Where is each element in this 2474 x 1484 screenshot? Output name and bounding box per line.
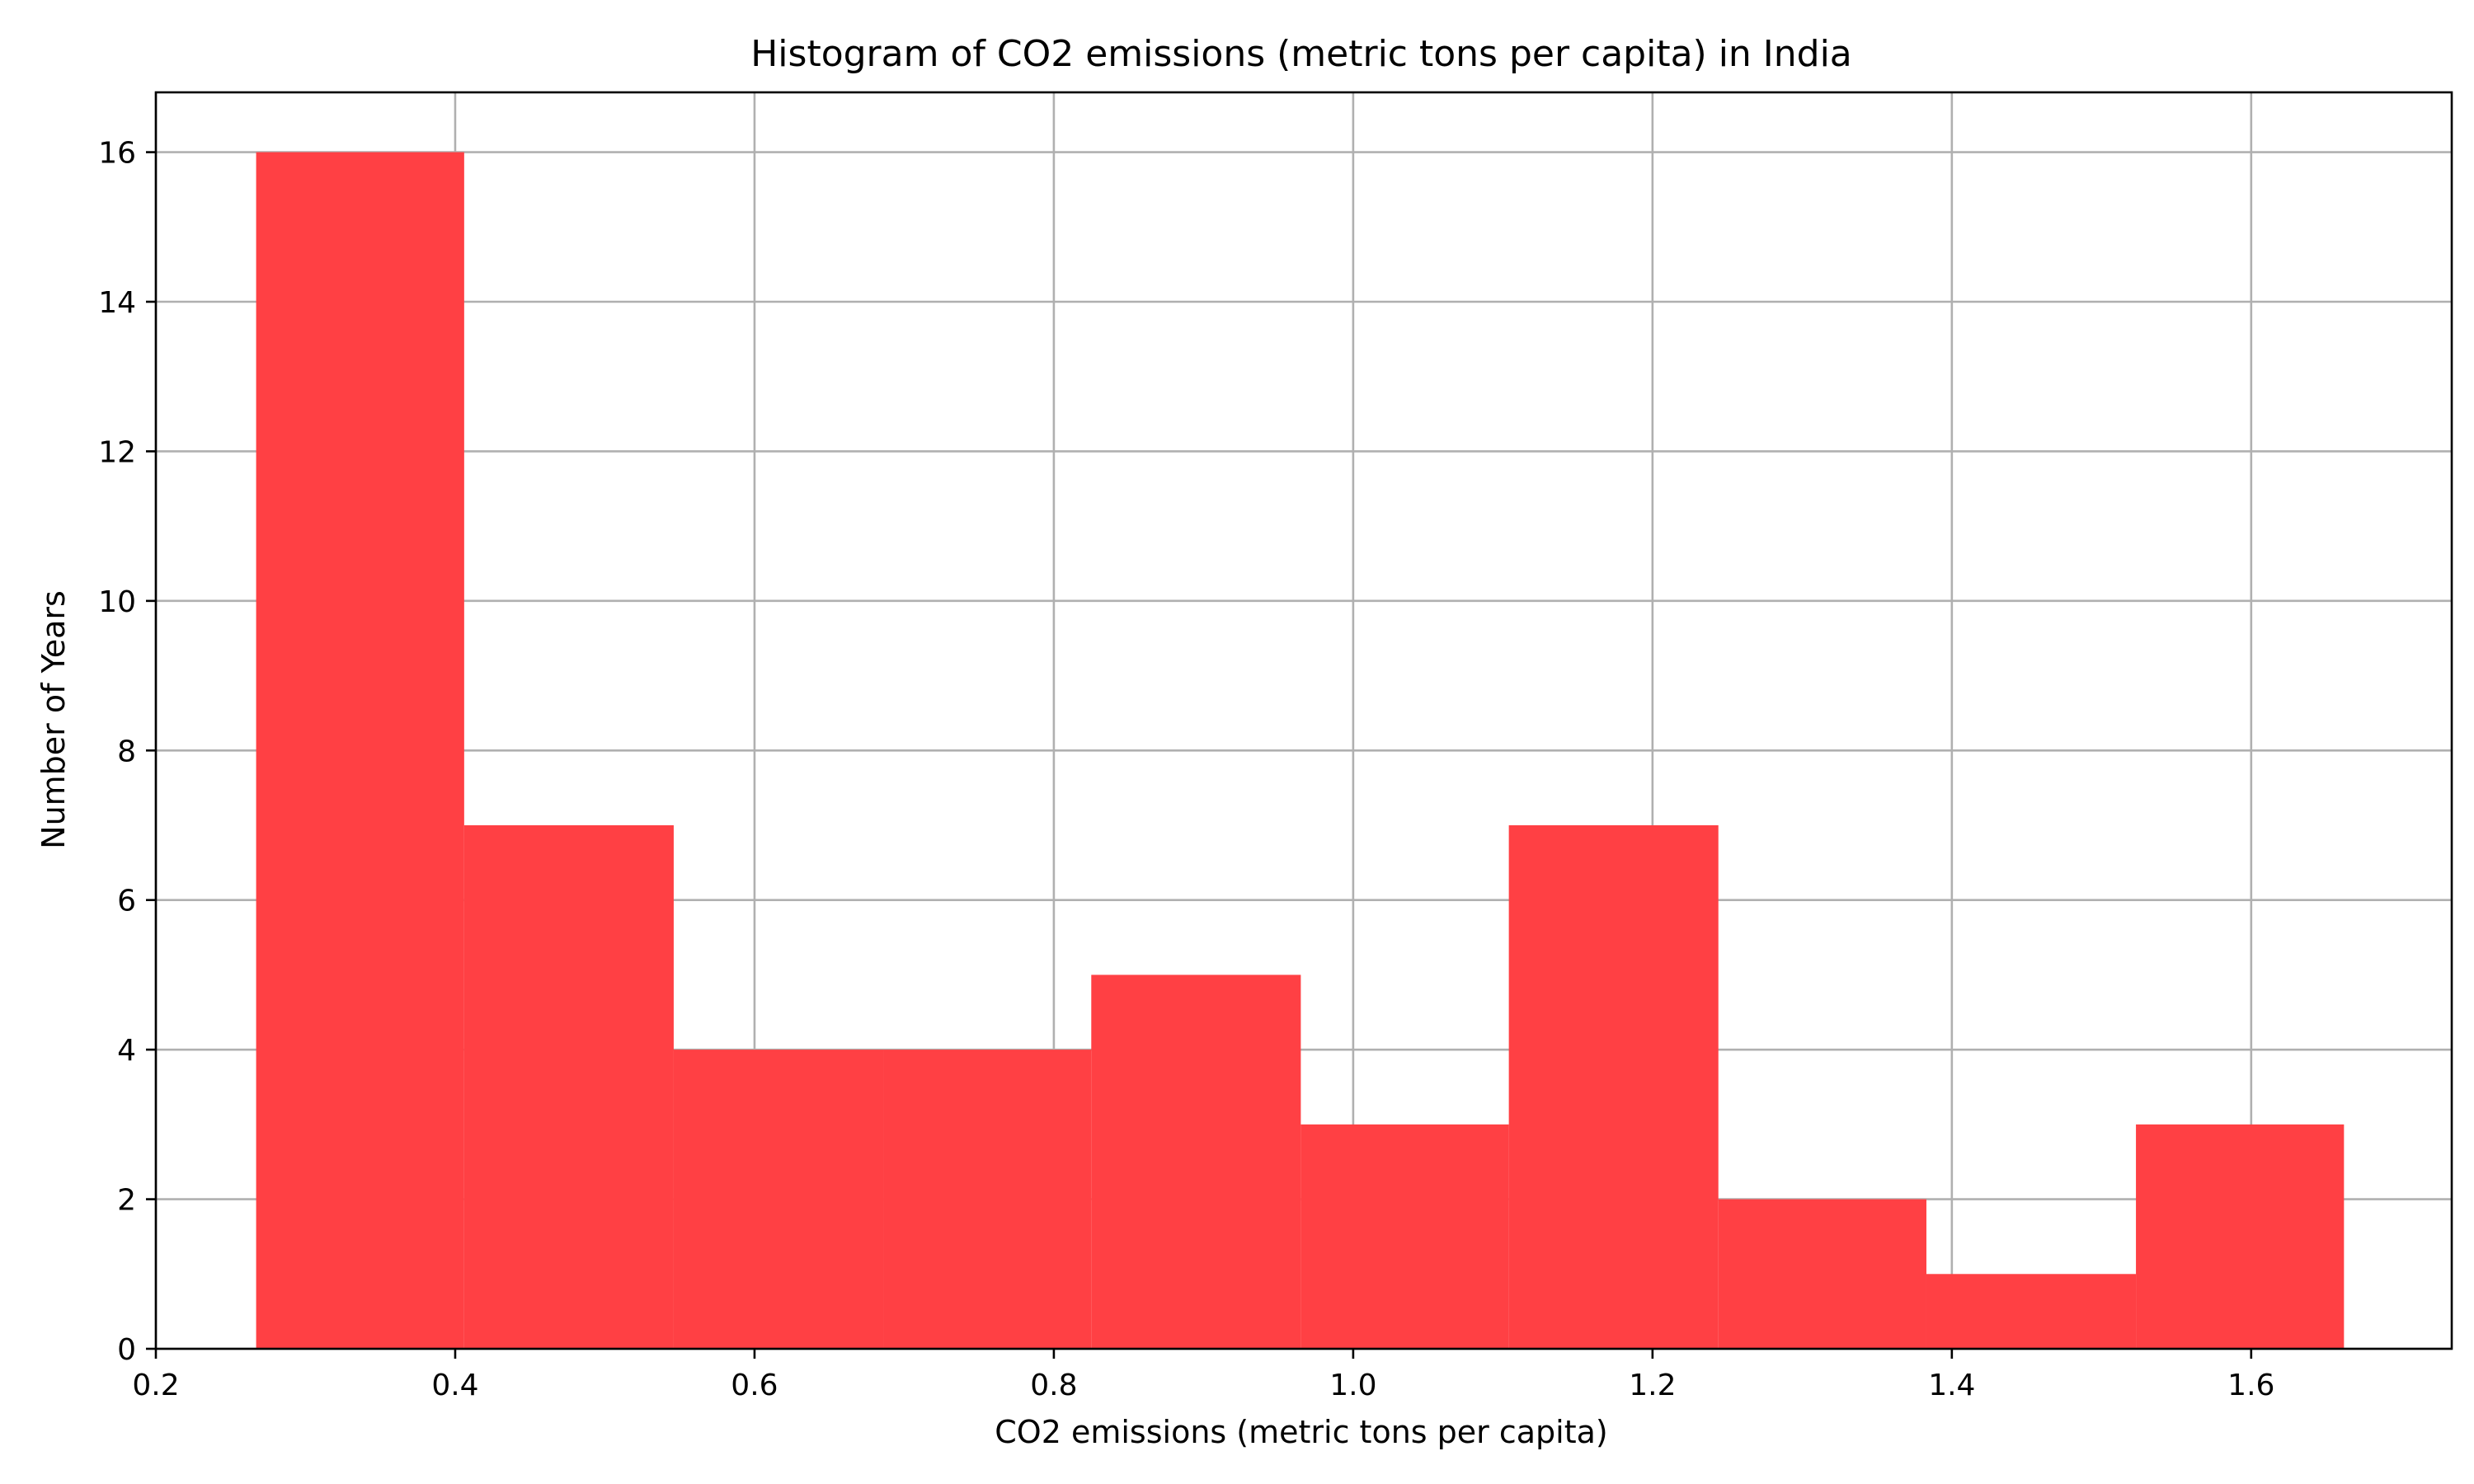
chart-title: Histogram of CO2 emissions (metric tons …	[750, 33, 1852, 75]
x-axis-label: CO2 emissions (metric tons per capita)	[995, 1414, 1607, 1450]
y-tick-label: 14	[98, 286, 136, 320]
y-tick-label: 16	[98, 137, 136, 171]
x-tick-label: 1.2	[1629, 1369, 1676, 1402]
histogram-bar	[1508, 825, 1719, 1349]
y-tick-label: 6	[117, 885, 136, 918]
y-axis-label: Number of Years	[35, 590, 72, 849]
x-tick-label: 0.8	[1030, 1369, 1077, 1402]
histogram-bar	[673, 1050, 884, 1349]
histogram-bar	[1300, 1124, 1509, 1349]
histogram-bar	[883, 1050, 1092, 1349]
y-axis-ticks: 0 2 4 6 8 10 12 14 16	[98, 137, 156, 1367]
x-tick-label: 1.4	[1928, 1369, 1975, 1402]
y-tick-label: 12	[98, 435, 136, 469]
x-tick-label: 0.2	[132, 1369, 179, 1402]
y-tick-label: 0	[117, 1333, 136, 1367]
histogram-bars	[256, 152, 2345, 1350]
histogram-bar	[1926, 1274, 2137, 1349]
x-tick-label: 1.0	[1329, 1369, 1376, 1402]
y-tick-label: 8	[117, 735, 136, 768]
y-tick-label: 10	[98, 585, 136, 619]
x-tick-label: 0.4	[431, 1369, 478, 1402]
x-axis-ticks: 0.2 0.4 0.6 0.8 1.0 1.2 1.4 1.6	[132, 1349, 2274, 1402]
histogram-bar	[2136, 1124, 2345, 1349]
histogram-bar	[463, 825, 674, 1349]
histogram-bar	[256, 152, 464, 1350]
y-tick-label: 4	[117, 1034, 136, 1068]
y-tick-label: 2	[117, 1184, 136, 1218]
histogram-bar	[1091, 974, 1301, 1349]
x-tick-label: 0.6	[731, 1369, 778, 1402]
histogram-bar	[1718, 1199, 1926, 1349]
plot-frame	[154, 91, 2453, 1350]
x-tick-label: 1.6	[2227, 1369, 2274, 1402]
